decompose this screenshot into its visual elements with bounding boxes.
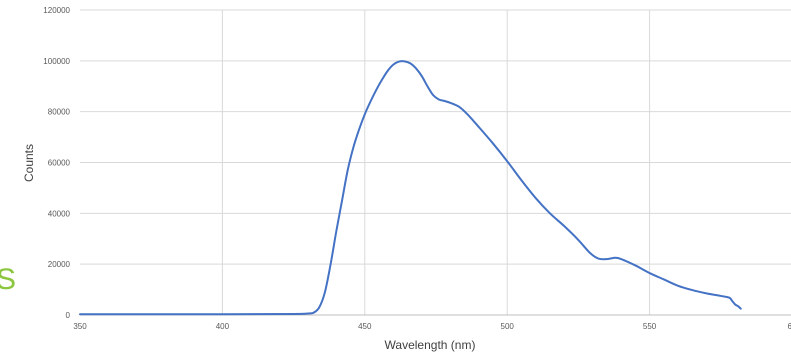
y-tick-label: 20000 [48,260,71,269]
y-axis-title: Counts [22,144,36,182]
x-tick-label: 400 [216,322,230,331]
y-tick-label: 100000 [43,57,70,66]
x-tick-label: 500 [501,322,515,331]
y-tick-label: 40000 [48,209,71,218]
x-tick-label: 450 [358,322,372,331]
y-tick-labels: 0 20000 40000 60000 80000 100000 120000 [43,6,70,320]
x-tick-label: 350 [73,322,87,331]
grid [80,9,791,315]
y-tick-label: 80000 [48,108,71,117]
x-tick-label: 60 [788,322,791,331]
y-tick-label: 60000 [48,159,71,168]
y-tick-label: 120000 [43,6,70,15]
x-tick-label: 550 [643,322,657,331]
x-tick-labels: 350 400 450 500 550 60 [73,322,791,331]
y-tick-label: 0 [66,311,71,320]
x-axis-title: Wavelength (nm) [385,338,476,352]
cropped-slide-glyph: S [0,263,16,296]
series-layer [79,60,742,316]
series-line [79,60,742,316]
